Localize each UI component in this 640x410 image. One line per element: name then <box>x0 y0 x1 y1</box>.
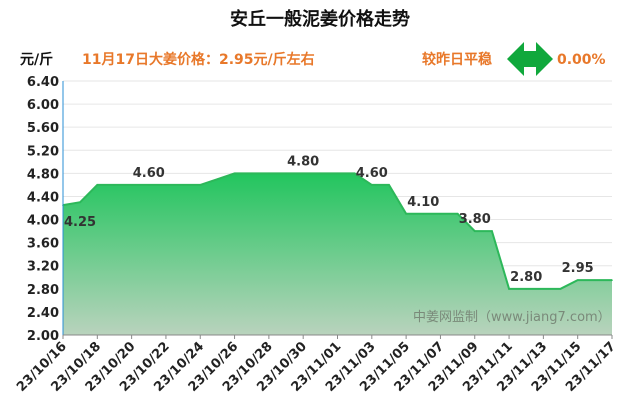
watermark: 中姜网监制（www.jiang7.com） <box>413 310 611 325</box>
y-tick-label: 3.20 <box>27 260 59 275</box>
data-point <box>233 172 236 175</box>
change-value: 0.00% <box>557 52 606 68</box>
unit-label: 元/斤 <box>20 51 53 68</box>
data-point <box>508 288 510 290</box>
data-point <box>542 288 545 290</box>
data-point <box>182 184 184 186</box>
data-point <box>594 279 596 281</box>
data-point <box>525 288 528 290</box>
y-tick-label: 5.20 <box>27 144 59 159</box>
data-point <box>96 184 99 186</box>
data-point <box>473 230 476 232</box>
double-arrow-left-right-icon <box>507 42 553 76</box>
data-point <box>388 184 390 186</box>
data-point <box>371 184 373 186</box>
data-label: 4.10 <box>407 195 439 210</box>
data-point <box>336 172 339 175</box>
data-point <box>559 288 562 290</box>
data-point <box>611 279 613 281</box>
data-point <box>268 172 270 175</box>
y-tick-label: 3.60 <box>27 237 59 252</box>
data-label: 2.95 <box>562 261 594 276</box>
price-area <box>63 173 612 335</box>
data-point <box>353 172 356 175</box>
data-point <box>250 172 253 175</box>
compare-label: 较昨日平稳 <box>422 51 492 68</box>
data-label: 4.60 <box>133 166 165 181</box>
y-tick-label: 4.40 <box>27 190 59 205</box>
data-point <box>79 201 81 204</box>
data-label: 4.25 <box>64 215 96 230</box>
y-tick-label: 5.60 <box>27 121 59 136</box>
data-point <box>456 212 459 215</box>
data-label: 2.80 <box>510 270 542 285</box>
y-tick-label: 6.40 <box>27 75 59 90</box>
data-label: 4.80 <box>287 154 319 169</box>
price-note: 11月17日大姜价格：2.95元/斤左右 <box>82 51 315 68</box>
y-tick-label: 6.00 <box>27 98 59 113</box>
data-point <box>285 172 287 175</box>
data-point <box>439 212 442 215</box>
y-tick-label: 4.00 <box>27 214 59 229</box>
data-point <box>199 184 202 186</box>
data-point <box>319 172 322 175</box>
data-point <box>576 279 579 281</box>
data-point <box>216 178 219 180</box>
y-tick-label: 2.40 <box>27 306 59 321</box>
y-tick-label: 2.00 <box>27 329 59 344</box>
data-point <box>165 184 167 186</box>
data-label: 4.60 <box>356 166 388 181</box>
data-point <box>422 212 425 215</box>
y-tick-label: 4.80 <box>27 167 59 182</box>
chart-title: 安丘一般泥姜价格走势 <box>230 8 410 30</box>
y-tick-label: 2.80 <box>27 283 59 298</box>
data-point <box>405 212 407 215</box>
data-point <box>113 184 116 186</box>
data-point <box>147 184 150 186</box>
data-point <box>491 230 493 232</box>
data-label: 3.80 <box>459 212 491 227</box>
data-point <box>130 184 133 186</box>
data-point <box>302 172 304 175</box>
